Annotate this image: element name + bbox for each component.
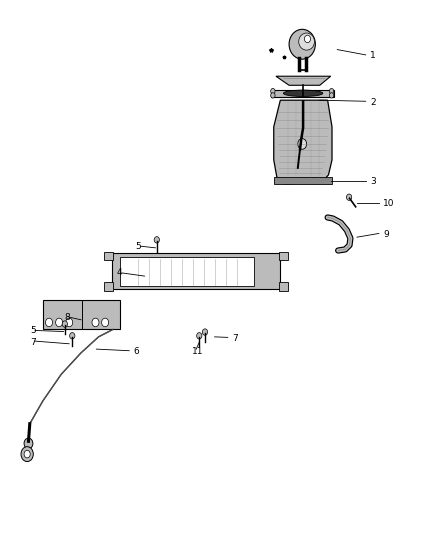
Polygon shape [274, 177, 332, 184]
Circle shape [202, 329, 208, 335]
Text: 5: 5 [30, 326, 35, 335]
Circle shape [70, 333, 75, 339]
Bar [120, 257, 254, 286]
Circle shape [21, 447, 33, 462]
Circle shape [329, 88, 334, 94]
Circle shape [102, 318, 109, 327]
Circle shape [154, 237, 159, 243]
Text: 7: 7 [30, 338, 35, 346]
Circle shape [92, 318, 99, 327]
Circle shape [56, 318, 63, 327]
Text: 3: 3 [370, 177, 376, 185]
Circle shape [197, 333, 202, 339]
Circle shape [329, 93, 334, 98]
Bar [279, 282, 288, 291]
Ellipse shape [289, 29, 315, 59]
Ellipse shape [283, 90, 323, 96]
Polygon shape [271, 90, 334, 97]
Text: 11: 11 [192, 348, 203, 356]
Bar [104, 282, 113, 291]
Circle shape [304, 35, 311, 43]
Bar [43, 300, 120, 329]
Circle shape [271, 88, 275, 94]
Text: 8: 8 [64, 313, 70, 321]
Polygon shape [276, 76, 331, 85]
Bar [104, 252, 113, 260]
Circle shape [62, 321, 67, 327]
Text: 9: 9 [383, 230, 389, 239]
Text: 4: 4 [117, 269, 123, 277]
Ellipse shape [299, 33, 314, 50]
Text: 1: 1 [370, 52, 376, 60]
Bar [279, 252, 288, 260]
Text: 7: 7 [232, 334, 238, 343]
Circle shape [298, 139, 307, 149]
Text: 10: 10 [383, 199, 395, 208]
Circle shape [346, 194, 352, 200]
Text: 6: 6 [134, 348, 139, 356]
Circle shape [46, 318, 53, 327]
Circle shape [66, 318, 73, 327]
Circle shape [24, 450, 30, 458]
Circle shape [271, 93, 275, 98]
Text: 5: 5 [136, 242, 141, 251]
Polygon shape [274, 100, 332, 184]
Bar [112, 253, 280, 289]
Text: 2: 2 [370, 98, 376, 107]
Circle shape [24, 438, 33, 449]
